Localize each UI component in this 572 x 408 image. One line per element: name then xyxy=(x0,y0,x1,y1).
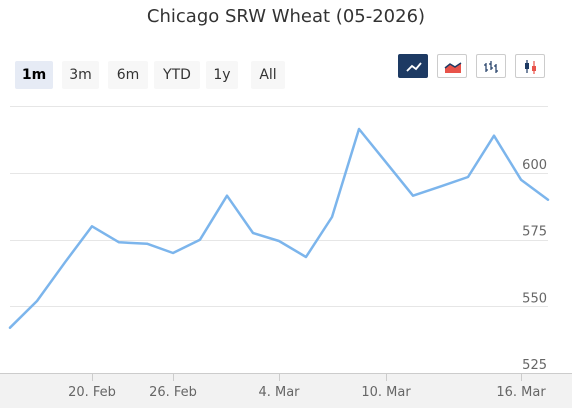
range-button-all[interactable]: All xyxy=(251,61,285,89)
range-button-ytd[interactable]: YTD xyxy=(154,61,200,89)
area-chart-icon xyxy=(444,62,462,73)
range-button-1y[interactable]: 1y xyxy=(206,61,238,89)
data-point xyxy=(466,175,470,179)
data-point xyxy=(519,178,523,182)
data-point xyxy=(330,215,334,219)
line-chart-button[interactable] xyxy=(398,54,428,78)
data-point xyxy=(546,198,550,202)
data-point xyxy=(117,240,121,244)
line-chart-icon xyxy=(406,62,422,72)
data-point xyxy=(492,134,496,138)
area-chart-button[interactable] xyxy=(437,54,467,78)
y-tick-label: 525 xyxy=(522,358,547,373)
y-tick-label: 575 xyxy=(522,225,547,240)
data-point xyxy=(198,238,202,242)
data-point xyxy=(384,160,388,164)
price-series-line xyxy=(8,127,550,329)
data-point xyxy=(251,231,255,235)
ohlc-chart-button[interactable] xyxy=(476,54,506,78)
candlestick-chart-button[interactable] xyxy=(515,54,545,78)
range-button-1m[interactable]: 1m xyxy=(15,61,53,89)
data-point xyxy=(35,299,39,303)
data-point xyxy=(357,127,361,131)
ohlc-chart-icon xyxy=(484,61,498,73)
data-point xyxy=(171,251,175,255)
range-button-3m[interactable]: 3m xyxy=(62,61,99,89)
data-point xyxy=(63,260,67,264)
y-tick-label: 600 xyxy=(522,158,547,173)
x-tick-label: 20. Feb xyxy=(68,385,116,400)
x-tick-label: 26. Feb xyxy=(149,385,197,400)
data-point xyxy=(439,184,443,188)
data-point xyxy=(225,194,229,198)
range-button-6m[interactable]: 6m xyxy=(108,61,148,89)
y-tick-label: 550 xyxy=(522,291,547,306)
data-point xyxy=(411,194,415,198)
data-point xyxy=(145,242,149,246)
x-tick-label: 16. Mar xyxy=(496,385,546,400)
candlestick-chart-icon xyxy=(525,60,536,74)
chart-title: Chicago SRW Wheat (05-2026) xyxy=(146,6,426,27)
data-point xyxy=(277,239,281,243)
x-axis-band xyxy=(0,373,572,408)
data-point xyxy=(8,326,12,330)
data-point xyxy=(304,255,308,259)
data-point xyxy=(90,224,94,228)
x-tick-label: 4. Mar xyxy=(258,385,300,400)
x-tick-label: 10. Mar xyxy=(361,385,411,400)
